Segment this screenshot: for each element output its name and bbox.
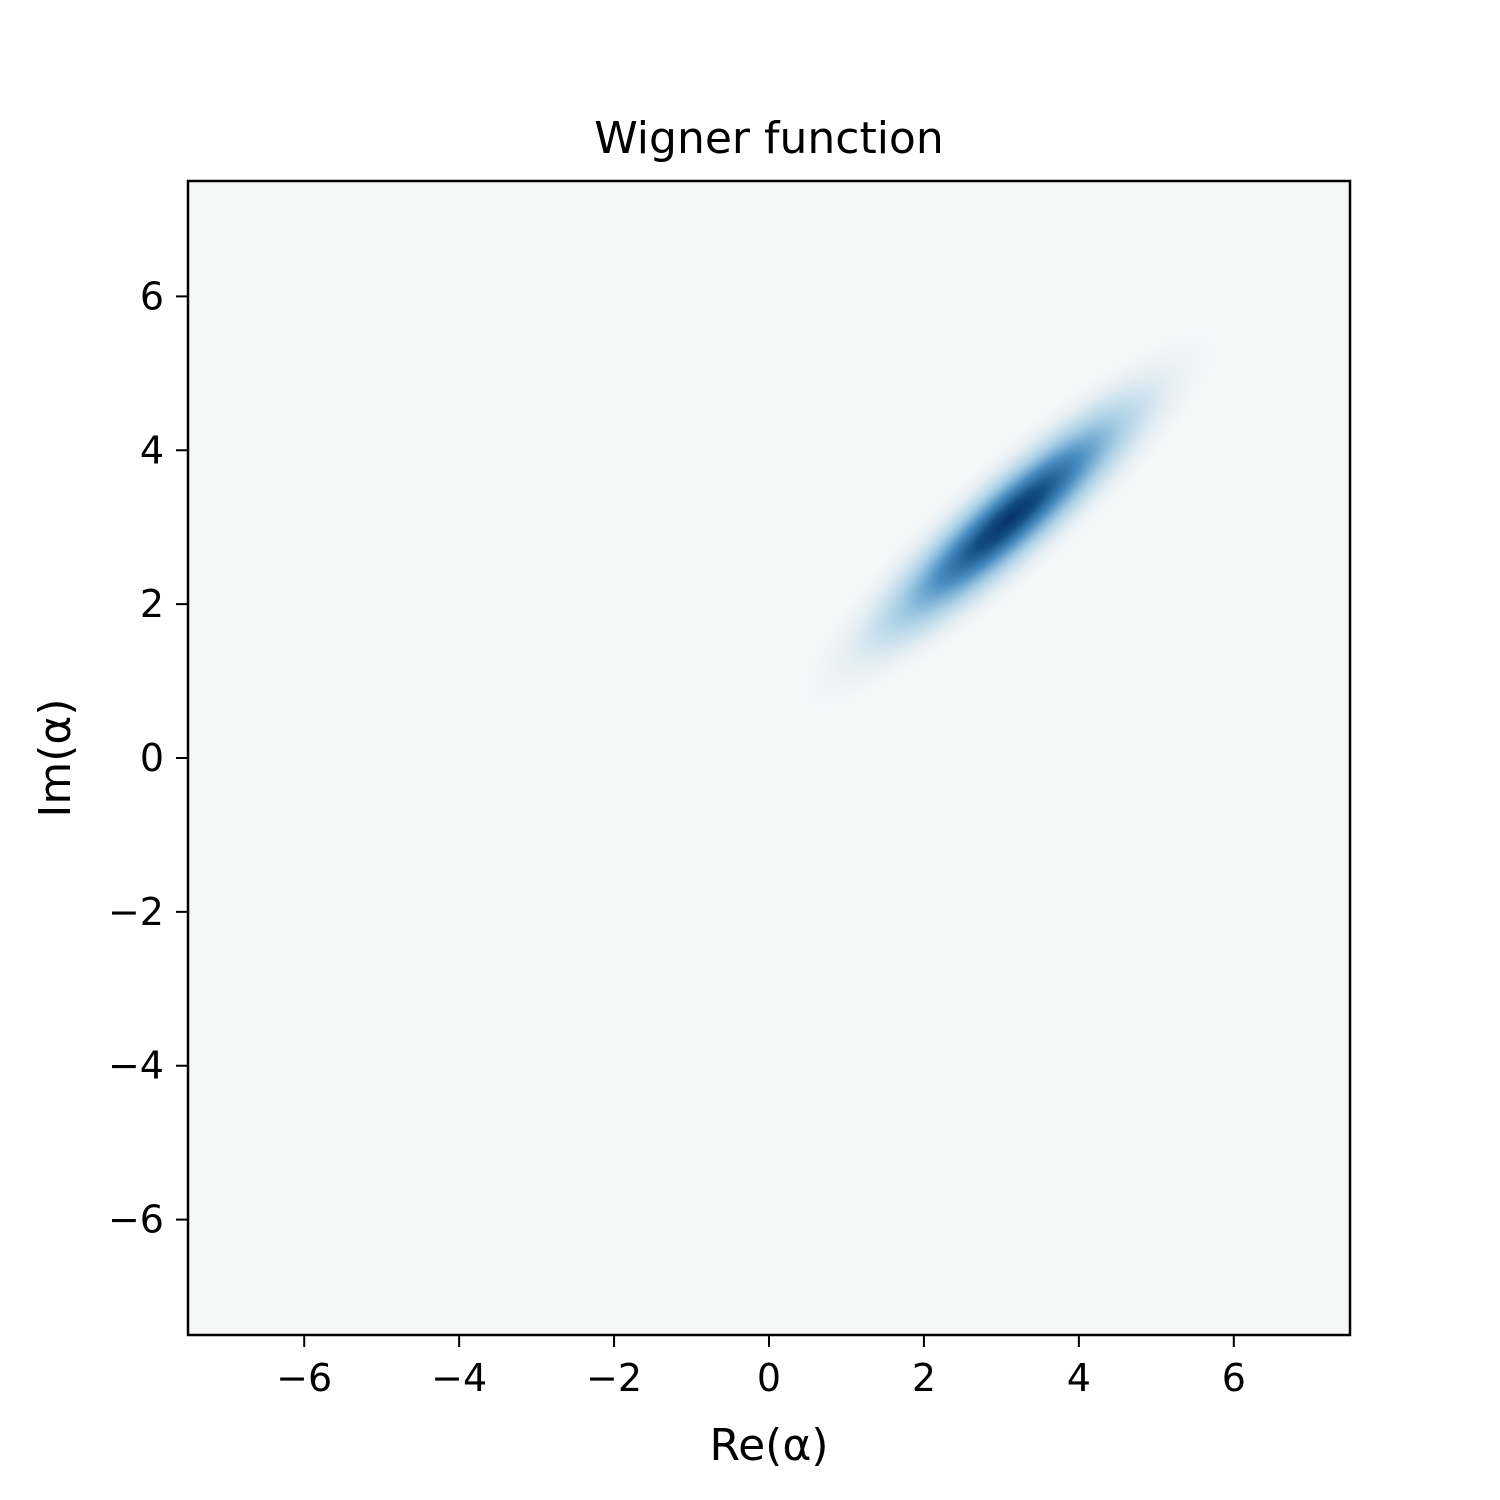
y-axis: −6 −4 −2 0 2 4 6 — [108, 274, 188, 1242]
heatmap-image — [787, 318, 1231, 721]
x-tick-label: −4 — [431, 1356, 487, 1400]
y-axis-label: Im(α) — [30, 698, 81, 817]
y-tick-label: −6 — [108, 1198, 164, 1242]
x-tick-label: −2 — [586, 1356, 642, 1400]
y-tick-label: 2 — [140, 582, 164, 626]
y-tick-label: 0 — [140, 736, 164, 780]
y-tick-label: −4 — [108, 1044, 164, 1088]
y-tick-label: 6 — [140, 274, 164, 318]
x-axis: −6 −4 −2 0 2 4 6 — [276, 1335, 1246, 1400]
x-tick-label: 2 — [912, 1356, 936, 1400]
x-tick-label: 4 — [1067, 1356, 1091, 1400]
x-tick-label: 6 — [1222, 1356, 1246, 1400]
y-tick-label: −2 — [108, 890, 164, 934]
wigner-peak — [787, 318, 1231, 721]
x-tick-label: −6 — [276, 1356, 332, 1400]
x-axis-label: Re(α) — [709, 1420, 828, 1471]
y-tick-label: 4 — [140, 428, 164, 472]
x-tick-label: 0 — [757, 1356, 781, 1400]
chart-title: Wigner function — [594, 113, 943, 164]
